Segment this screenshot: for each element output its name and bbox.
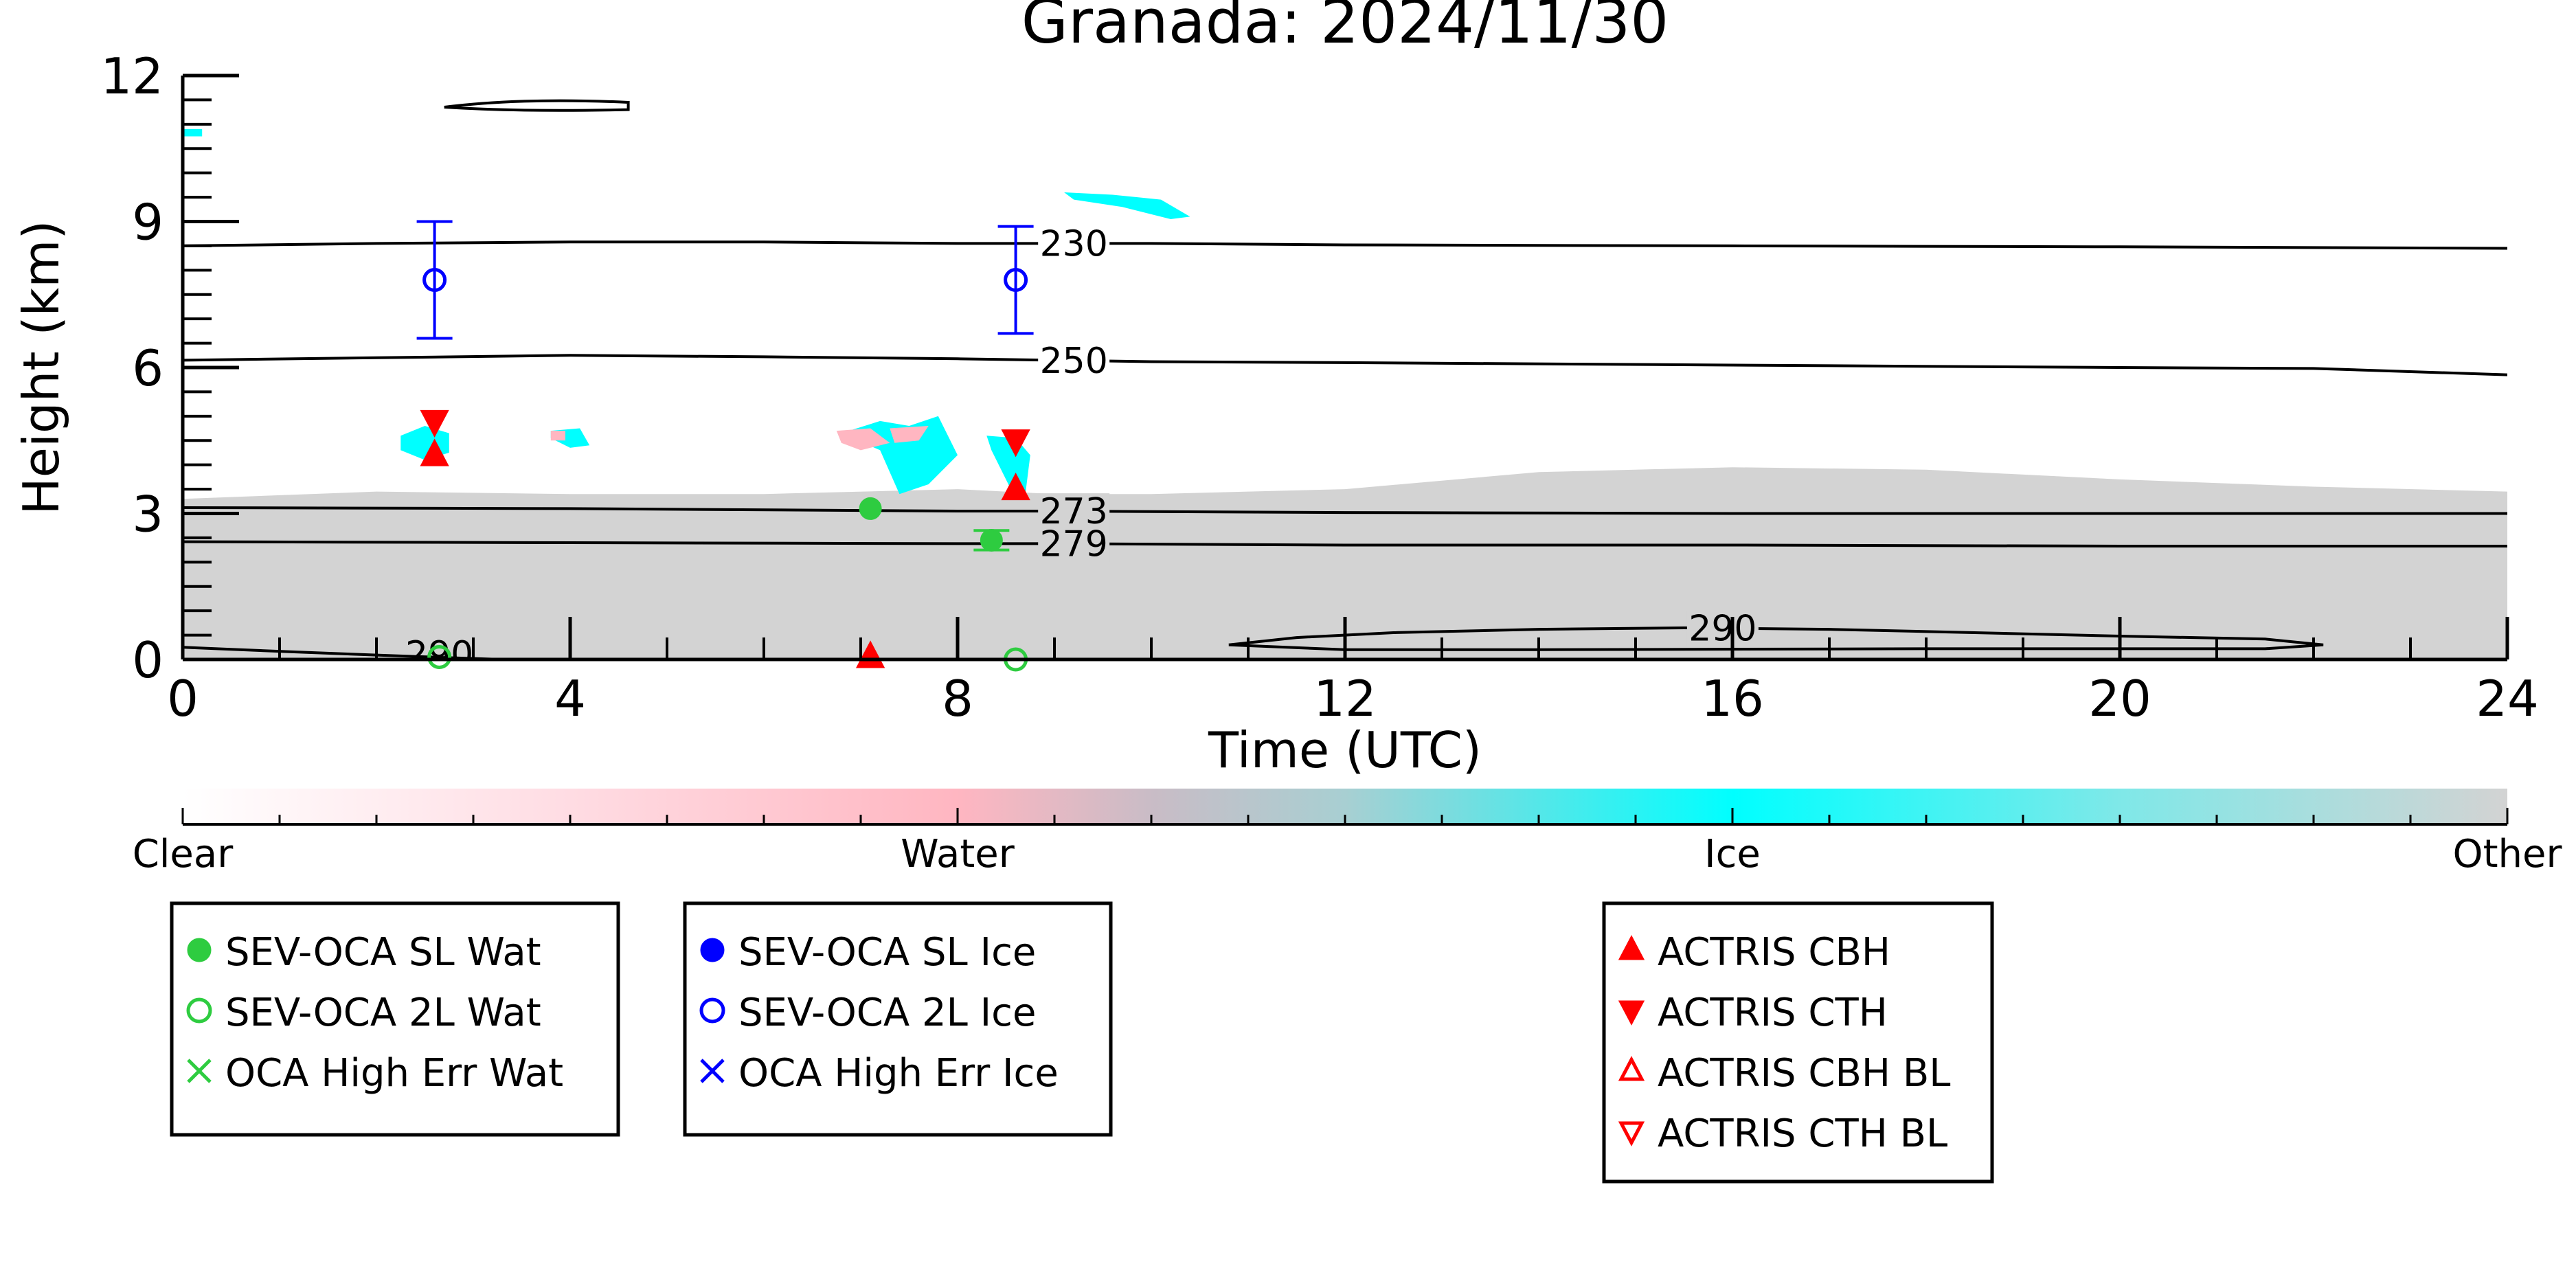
legend-label: ACTRIS CTH bbox=[1658, 991, 1888, 1035]
x-tick-label: 16 bbox=[1701, 670, 1764, 727]
legend-label: ACTRIS CTH BL bbox=[1658, 1111, 1947, 1156]
legend-label: OCA High Err Wat bbox=[225, 1051, 563, 1096]
contour-label-bg bbox=[1038, 342, 1110, 379]
legend-marker bbox=[700, 1059, 725, 1083]
x-tick-label: 24 bbox=[2476, 670, 2539, 727]
legend-marker bbox=[699, 997, 725, 1024]
y-tick-label: 9 bbox=[132, 194, 163, 251]
contour-label-273: 273 bbox=[1040, 491, 1108, 532]
colorbar-label-other: Other bbox=[2452, 832, 2562, 877]
legend-label: SEV-OCA 2L Wat bbox=[225, 991, 541, 1035]
legend-marker bbox=[1618, 935, 1645, 960]
class-region-water bbox=[550, 431, 565, 441]
classification-field bbox=[183, 128, 2507, 659]
marker-sev-oca-2l-ice bbox=[422, 268, 447, 292]
legend-frame bbox=[683, 901, 1113, 1137]
legend-marker bbox=[1618, 1056, 1645, 1081]
legend-marker bbox=[1618, 1000, 1645, 1026]
class-region-water bbox=[836, 428, 890, 451]
x-tick-label: 0 bbox=[167, 670, 199, 727]
contour-label-bg bbox=[1686, 610, 1759, 646]
colorbar: Clear Water Ice Other bbox=[133, 789, 2562, 877]
legend-marker bbox=[187, 1059, 212, 1083]
marker-actris-cth bbox=[420, 409, 449, 438]
contour-label-bg bbox=[1038, 493, 1110, 530]
contour-279 bbox=[183, 540, 2507, 547]
class-region-ice bbox=[1064, 192, 1190, 219]
marker-sev-oca-sl-wat bbox=[859, 497, 882, 520]
legend-box-3: ACTRIS CBH ACTRIS CTH ACTRIS CBH BL ACTRIS … bbox=[1602, 901, 1994, 1184]
legend-box-1: SEV-OCA SL Wat SEV-OCA 2L Wat OCA High Err… bbox=[170, 901, 620, 1137]
legend-marker bbox=[187, 938, 212, 962]
marker-sev-oca-2l-ice bbox=[1004, 268, 1028, 292]
legend-label: SEV-OCA 2L Ice bbox=[738, 991, 1036, 1035]
contour-273 bbox=[183, 506, 2507, 515]
contour-label-bg bbox=[1038, 225, 1110, 262]
marker-actris-cth bbox=[1001, 429, 1030, 457]
y-tick-label: 6 bbox=[132, 339, 163, 397]
legend-marker bbox=[186, 997, 212, 1024]
contour-label-279: 279 bbox=[1040, 524, 1108, 565]
legend-label: SEV-OCA SL Ice bbox=[738, 930, 1036, 975]
contour-label-290-clipped: 290 bbox=[405, 634, 473, 675]
y-tick-label: 0 bbox=[132, 631, 163, 689]
x-tick-label: 8 bbox=[942, 670, 973, 727]
contour-label-bg bbox=[1038, 526, 1110, 562]
colorbar-label-clear: Clear bbox=[133, 832, 234, 877]
legend-label: SEV-OCA SL Wat bbox=[225, 930, 541, 975]
legend-frame bbox=[1602, 901, 1994, 1184]
legends: SEV-OCA SL Wat SEV-OCA 2L Wat OCA High Err… bbox=[170, 901, 1994, 1184]
contour-label-230: 230 bbox=[1040, 223, 1108, 264]
marker-sev-oca-sl-wat bbox=[980, 528, 1003, 552]
x-axis-label: Time (UTC) bbox=[1208, 721, 1482, 779]
legend-label: ACTRIS CBH BL bbox=[1658, 1051, 1950, 1096]
marker-actris-cbh bbox=[1001, 473, 1030, 501]
class-region-water bbox=[890, 426, 929, 443]
legend-marker bbox=[1618, 1121, 1645, 1146]
axes: 0 3 6 9 12 0 4 8 12 16 20 24 bbox=[100, 47, 2538, 727]
contour-label-290: 290 bbox=[1688, 609, 1756, 650]
class-region-ice bbox=[183, 128, 203, 137]
class-region-ice bbox=[986, 436, 1030, 495]
contour-250 bbox=[183, 354, 2507, 376]
legend-marker bbox=[700, 938, 725, 962]
x-tick-label: 20 bbox=[2088, 670, 2151, 727]
chart-title: Granada: 2024/11/30 bbox=[1021, 0, 1669, 57]
marker-sev-oca-2l-wat bbox=[427, 644, 452, 669]
class-region-other bbox=[183, 467, 2507, 659]
legend-label: ACTRIS CBH bbox=[1658, 930, 1890, 975]
legend-label: OCA High Err Ice bbox=[738, 1051, 1059, 1096]
contour-high-closed bbox=[444, 99, 630, 112]
x-tick-label: 12 bbox=[1313, 670, 1377, 727]
colorbar-label-ice: Ice bbox=[1704, 832, 1761, 877]
contour-230 bbox=[183, 240, 2507, 250]
y-tick-label: 3 bbox=[132, 486, 163, 543]
marker-actris-cbh bbox=[420, 438, 449, 466]
contour-label-250: 250 bbox=[1040, 341, 1108, 382]
y-axis-label: Height (km) bbox=[12, 221, 70, 515]
x-tick-label: 4 bbox=[554, 670, 586, 727]
legend-box-2: SEV-OCA SL Ice SEV-OCA 2L Ice OCA High Err… bbox=[683, 901, 1113, 1137]
legend-frame bbox=[170, 901, 620, 1137]
y-tick-label: 12 bbox=[100, 47, 163, 105]
colorbar-label-water: Water bbox=[901, 832, 1015, 877]
